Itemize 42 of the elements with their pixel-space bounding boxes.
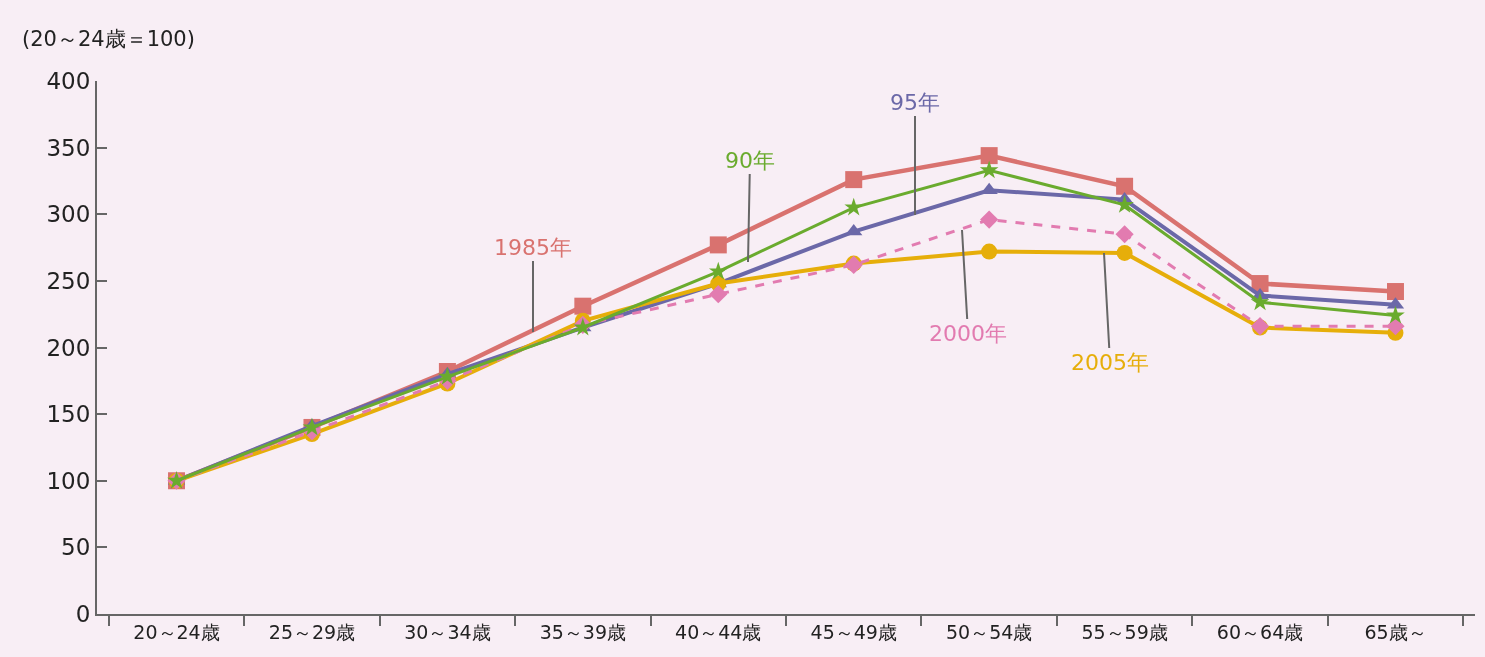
point <box>979 160 999 179</box>
x-tick-label: 65歳～ <box>1364 620 1427 643</box>
x-tick-label: 60～64歳 <box>1216 620 1304 643</box>
point <box>1250 292 1270 311</box>
y-tick-label: 350 <box>46 134 91 161</box>
point <box>1115 225 1134 244</box>
series-label: 1985年 <box>494 235 572 260</box>
x-tick-label: 25～29歳 <box>268 620 356 643</box>
point <box>980 147 998 165</box>
point <box>1386 305 1405 324</box>
text: 90年 <box>725 148 775 173</box>
point <box>980 210 999 229</box>
point <box>709 236 727 254</box>
y-tick-label: 200 <box>46 334 91 361</box>
point <box>1386 283 1404 301</box>
text: 95年 <box>890 90 940 115</box>
x-tick-label: 45～49歳 <box>810 620 897 643</box>
text: 2005年 <box>1071 350 1149 375</box>
point <box>844 197 864 216</box>
y-tick-label: 50 <box>61 534 91 561</box>
point <box>708 261 728 280</box>
y-axis-title: (20～24歳＝100) <box>22 27 195 51</box>
point <box>709 285 728 304</box>
point <box>1251 275 1269 293</box>
text: 2000年 <box>929 321 1007 346</box>
x-tick-label: 35～39歳 <box>539 620 627 643</box>
x-tick-label: 55～59歳 <box>1081 620 1168 643</box>
point <box>574 297 592 315</box>
y-tick-label: 250 <box>46 267 91 294</box>
x-tick-label: 50～54歳 <box>945 620 1033 643</box>
y-tick-label: 150 <box>46 401 91 428</box>
x-tick-label: 40～44歳 <box>675 620 762 643</box>
x-tick-label: 20～24歳 <box>133 620 220 643</box>
y-tick-label: 0 <box>75 601 91 628</box>
y-tick-label: 400 <box>46 68 91 95</box>
x-tick-label: 30～34歳 <box>404 620 491 643</box>
y-tick-label: 300 <box>46 201 91 228</box>
point <box>981 243 998 260</box>
point <box>1116 244 1133 261</box>
point <box>845 171 863 189</box>
point <box>1116 177 1134 195</box>
y-tick-label: 100 <box>46 467 91 494</box>
